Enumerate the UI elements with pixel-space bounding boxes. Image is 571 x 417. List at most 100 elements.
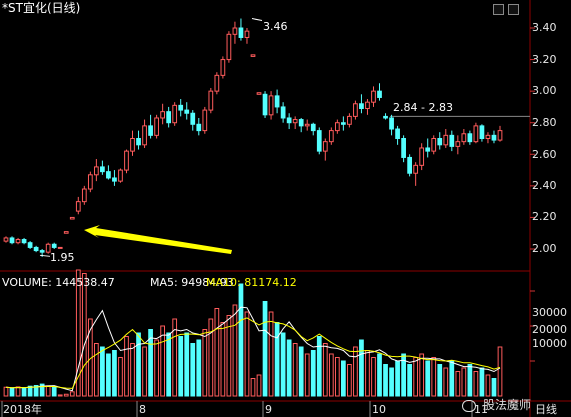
volume-bar	[449, 360, 455, 397]
chart-title: *ST宜化(日线)	[2, 1, 81, 15]
candle-body	[130, 138, 135, 152]
candle-body	[142, 125, 147, 146]
volume-bar	[190, 343, 196, 397]
price-tick: 3.00	[532, 84, 557, 97]
volume-bar	[413, 357, 419, 397]
volume-bar	[395, 360, 400, 397]
candle-body	[51, 243, 57, 248]
candle-body	[100, 166, 105, 173]
candle-body	[93, 166, 99, 176]
range-label: 2.84 - 2.83	[393, 101, 453, 114]
high-marker-line	[251, 18, 263, 22]
volume-bar	[63, 393, 69, 397]
candle-body	[3, 237, 9, 242]
volume-bar	[214, 308, 220, 397]
volume-tick: 10000	[532, 337, 567, 350]
candle-body	[371, 90, 376, 103]
price-tick: 2.60	[532, 148, 557, 161]
volume-bar	[100, 346, 105, 397]
candle-body	[292, 119, 298, 124]
candle-body	[437, 138, 443, 146]
volume-bar	[473, 371, 479, 397]
candle-body	[334, 122, 340, 132]
volume-bar	[389, 367, 394, 397]
wechat-icon	[462, 399, 477, 412]
candle-body	[347, 115, 352, 125]
volume-bar	[166, 332, 172, 397]
candle-body	[232, 27, 238, 35]
volume-bar	[286, 339, 292, 397]
candle-body	[262, 93, 268, 116]
volume-bar	[208, 318, 214, 397]
candle-body	[244, 30, 250, 38]
candle-body	[298, 119, 304, 127]
candle-body	[136, 138, 141, 146]
candle-body	[455, 141, 461, 147]
volume-bar	[196, 339, 202, 397]
price-tick: 3.20	[532, 53, 557, 66]
volume-bar	[154, 339, 159, 397]
volume-bar	[316, 336, 322, 397]
volume-bar	[443, 367, 449, 397]
candle-body	[39, 250, 45, 253]
low-price-label: 1.95	[50, 251, 75, 264]
window-restore-icon[interactable]	[493, 4, 504, 15]
volume-bar	[371, 357, 376, 397]
watermark-text: 股法魔师	[482, 398, 531, 412]
watermark: 股法魔师	[462, 396, 531, 413]
volume-bar	[310, 350, 316, 397]
candle-body	[268, 95, 274, 116]
window-maximize-icon[interactable]	[508, 4, 519, 15]
volume-bar	[268, 311, 274, 397]
period-label[interactable]: 日线	[535, 403, 557, 416]
candle-body	[419, 147, 425, 166]
volume-bar	[256, 374, 262, 397]
candle-body	[33, 246, 39, 252]
candle-body	[383, 115, 388, 119]
date-label: 9	[265, 403, 272, 416]
candle-body	[148, 125, 153, 136]
volume-bar	[81, 273, 87, 397]
candle-body	[304, 123, 310, 127]
candle-body	[196, 123, 202, 132]
volume-bar	[322, 343, 328, 397]
volume-bar	[148, 329, 153, 397]
candle-body	[256, 92, 262, 95]
candle-body	[389, 117, 394, 130]
volume-bar	[401, 353, 406, 397]
volume-bar	[479, 367, 485, 397]
volume-bar	[298, 346, 304, 397]
candle-body	[226, 33, 232, 61]
volume-bar	[220, 322, 226, 397]
volume-bar	[359, 339, 364, 397]
candle-body	[178, 104, 184, 111]
candle-body	[166, 111, 172, 124]
volume-bar	[407, 364, 413, 397]
volume-bar	[377, 353, 382, 397]
volume-bar	[3, 386, 9, 397]
candle-body	[485, 134, 491, 139]
volume-bar	[304, 353, 310, 397]
volume-bar	[491, 378, 497, 397]
candle-body	[449, 134, 455, 147]
date-label: 10	[372, 403, 386, 416]
volume-bar	[172, 318, 178, 397]
candle-body	[359, 103, 364, 110]
candle-body	[497, 130, 503, 141]
volume-bar	[75, 269, 81, 397]
candle-body	[395, 128, 400, 139]
date-label: 8	[139, 403, 146, 416]
candle-body	[310, 123, 316, 132]
candle-body	[190, 112, 196, 125]
volume-bar	[106, 353, 111, 397]
candle-body	[21, 239, 27, 244]
volume-bar	[347, 364, 352, 397]
volume-bar	[437, 364, 443, 397]
volume-bar	[280, 332, 286, 397]
candle-body	[431, 138, 437, 152]
candle-body	[467, 133, 473, 143]
ma5-value-label: MA5: 94984.93	[150, 276, 234, 289]
volume-bar	[461, 367, 467, 397]
